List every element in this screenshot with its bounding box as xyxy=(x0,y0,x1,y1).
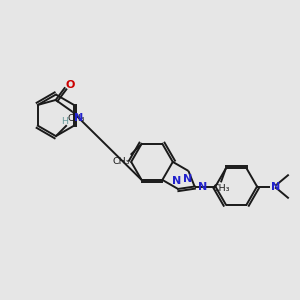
Text: H: H xyxy=(61,117,69,126)
Text: CH₃: CH₃ xyxy=(112,157,130,166)
Text: N: N xyxy=(271,182,280,191)
Text: N: N xyxy=(183,174,192,184)
Text: N: N xyxy=(198,182,207,191)
Text: N: N xyxy=(74,113,83,123)
Text: CH₃: CH₃ xyxy=(68,114,85,123)
Text: O: O xyxy=(66,80,75,90)
Text: N: N xyxy=(172,176,182,186)
Text: CH₃: CH₃ xyxy=(212,184,230,193)
